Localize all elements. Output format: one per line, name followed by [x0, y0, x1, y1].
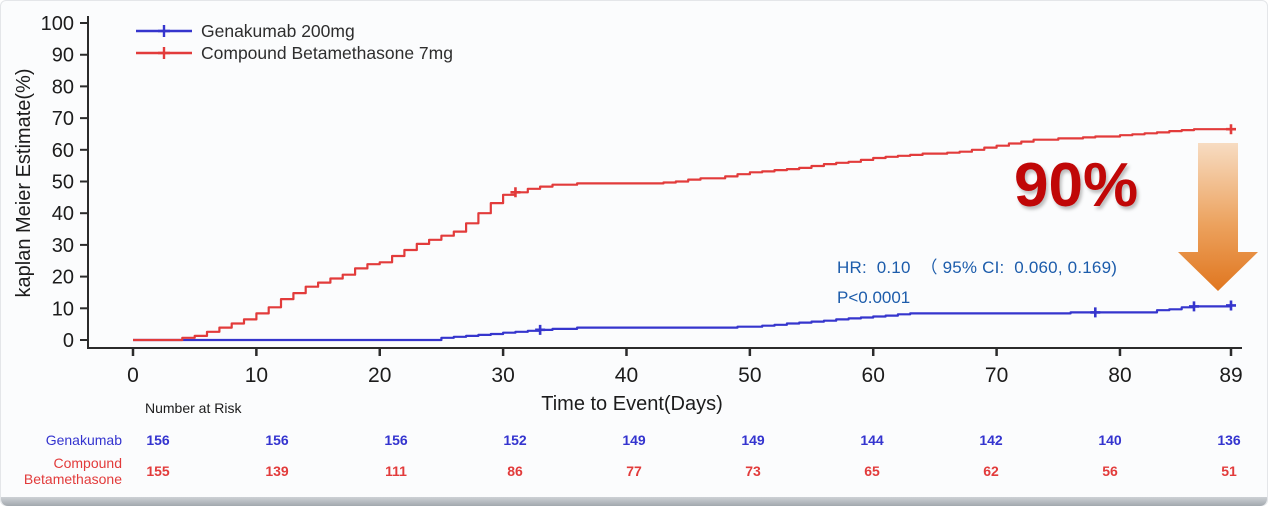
y-tick-label: 50 [52, 172, 74, 194]
censor-mark-icon [1090, 307, 1101, 318]
risk-value: 152 [503, 432, 527, 448]
risk-value: 56 [1102, 463, 1118, 479]
x-tick-label: 80 [1108, 364, 1131, 387]
bottom-edge-bar [1, 497, 1267, 506]
y-tick-label: 40 [52, 203, 74, 225]
risk-value: 142 [979, 432, 1003, 448]
y-tick-label: 60 [52, 140, 74, 162]
risk-value: 77 [626, 463, 642, 479]
risk-row-label: Compound Betamethasone [23, 455, 122, 487]
risk-value: 144 [860, 432, 884, 448]
km-curve [133, 305, 1233, 342]
risk-value: 149 [741, 432, 765, 448]
y-tick-label: 30 [52, 235, 74, 257]
x-tick-label: 0 [127, 364, 139, 387]
censor-mark-icon [1226, 300, 1236, 311]
risk-value: 136 [1217, 432, 1241, 448]
legend-label: Compound Betamethasone 7mg [201, 43, 453, 63]
x-tick-label: 89 [1219, 364, 1242, 387]
y-tick-label: 0 [63, 330, 74, 352]
legend-label: Genakumab 200mg [201, 21, 355, 41]
risk-value: 86 [507, 463, 523, 479]
x-tick-label: 10 [245, 364, 268, 387]
x-tick-label: 60 [862, 364, 885, 387]
hr-annotation: HR: 0.10 （ 95% CI: 0.060, 0.169) [837, 258, 1118, 277]
x-tick-label: 70 [985, 364, 1008, 387]
risk-value: 62 [983, 463, 999, 479]
legend-censor-mark-icon [158, 25, 170, 37]
y-tick-label: 20 [52, 267, 74, 289]
risk-value: 111 [385, 463, 407, 479]
censor-mark-icon [535, 324, 546, 335]
censor-mark-icon [1188, 301, 1199, 312]
y-tick-label: 70 [52, 108, 74, 130]
number-at-risk-title: Number at Risk [145, 400, 242, 416]
y-tick-label: 80 [52, 76, 74, 98]
censor-mark-icon [1226, 124, 1236, 135]
risk-value: 156 [384, 432, 408, 448]
legend-censor-mark-icon [158, 47, 170, 59]
km-chart: kaplan Meier Estimate(%) Time to Event(D… [13, 13, 1258, 415]
censor-mark-icon [510, 187, 521, 198]
x-tick-label: 20 [368, 364, 391, 387]
km-curve [133, 128, 1231, 342]
p-value-annotation: P<0.0001 [837, 288, 911, 307]
risk-value: 140 [1098, 432, 1122, 448]
risk-value: 65 [864, 463, 880, 479]
risk-value: 51 [1221, 463, 1237, 479]
x-axis-title: Time to Event(Days) [541, 393, 723, 415]
risk-value: 139 [265, 463, 289, 479]
risk-value: 73 [745, 463, 761, 479]
x-tick-label: 50 [738, 364, 761, 387]
y-tick-label: 90 [52, 45, 74, 67]
risk-value: 156 [265, 432, 289, 448]
risk-value: 155 [146, 463, 170, 479]
risk-value: 149 [622, 432, 646, 448]
reduction-arrow-icon [1178, 143, 1258, 291]
risk-row-label: Genakumab [45, 432, 122, 448]
y-axis-title: kaplan Meier Estimate(%) [13, 69, 35, 298]
risk-value: 156 [146, 432, 170, 448]
y-tick-label: 100 [41, 13, 74, 35]
reduction-percent-label: 90% [1014, 151, 1139, 220]
y-tick-label: 10 [52, 298, 74, 320]
x-tick-label: 40 [615, 364, 638, 387]
x-tick-label: 30 [491, 364, 514, 387]
